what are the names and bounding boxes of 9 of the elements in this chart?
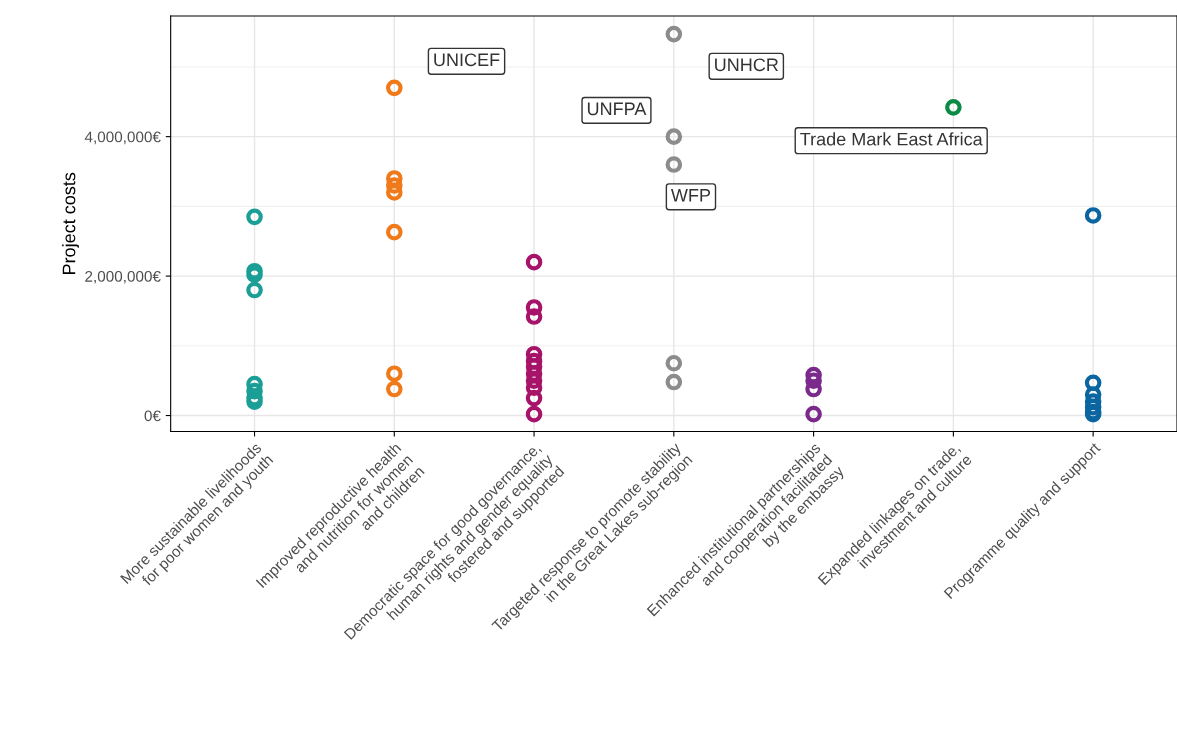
y-tick-label: 4,000,000€ [84,131,161,145]
annotation: UNFPA [587,102,647,116]
annotation: Trade Mark East Africa [800,132,983,146]
y-axis-title: Project costs [62,172,79,274]
annotation: UNHCR [715,58,779,72]
y-tick-label: 0€ [144,410,161,422]
annotation: WFP [670,189,711,202]
annotation: UNICEF [434,53,500,67]
y-tick-label: 2,000,000€ [85,270,161,284]
